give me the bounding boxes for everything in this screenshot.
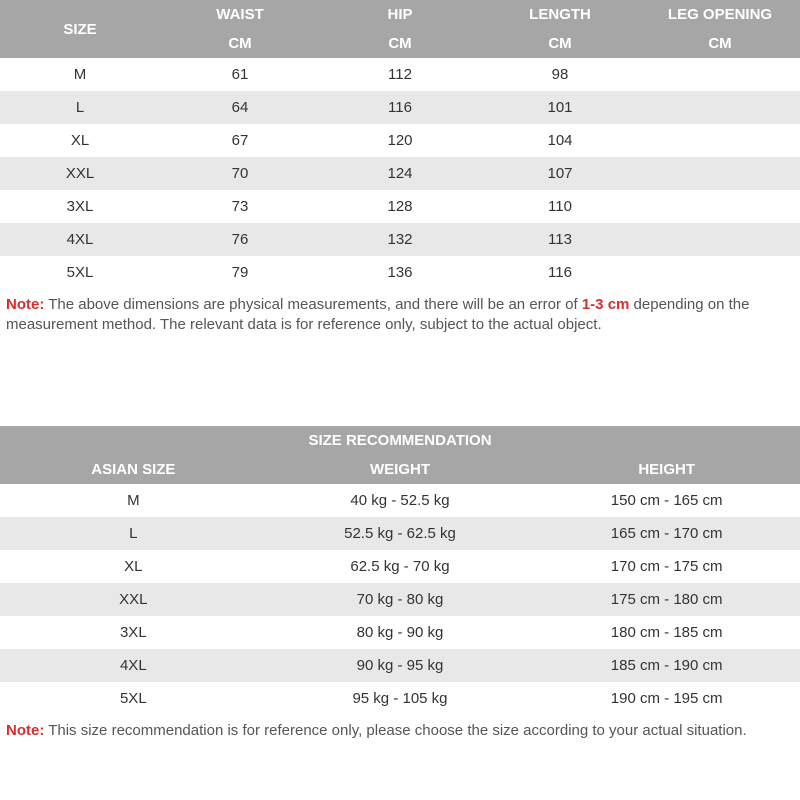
col-header-leg: LEG OPENING [640,0,800,29]
table-cell: 136 [320,256,480,289]
table-cell: 190 cm - 195 cm [533,682,800,715]
table-cell [640,190,800,223]
table-row: XL67120104 [0,124,800,157]
table-cell [640,223,800,256]
recommendation-title: SIZE RECOMMENDATION [0,426,800,455]
table-cell: M [0,484,267,517]
table-cell: 113 [480,223,640,256]
table-cell: 185 cm - 190 cm [533,649,800,682]
col-header-weight: WEIGHT [267,455,534,484]
table-cell: 40 kg - 52.5 kg [267,484,534,517]
table-cell: 175 cm - 180 cm [533,583,800,616]
table-row: L52.5 kg - 62.5 kg165 cm - 170 cm [0,517,800,550]
table-cell: XXL [0,583,267,616]
table-cell: 61 [160,58,320,91]
note-text-2: This size recommendation is for referenc… [44,722,746,739]
note-highlight: 1-3 cm [582,296,630,313]
table-cell: XL [0,550,267,583]
table-cell: 73 [160,190,320,223]
recommendation-table: SIZE RECOMMENDATION ASIAN SIZE WEIGHT HE… [0,426,800,715]
table-cell: 70 kg - 80 kg [267,583,534,616]
table-cell: 5XL [0,256,160,289]
table-cell: 4XL [0,223,160,256]
note-label-2: Note: [6,722,44,739]
table-cell [640,256,800,289]
table-cell: 132 [320,223,480,256]
table-cell: 79 [160,256,320,289]
table-cell: 150 cm - 165 cm [533,484,800,517]
table-cell: L [0,91,160,124]
table-row: XXL70124107 [0,157,800,190]
table-cell: 3XL [0,616,267,649]
note-label: Note: [6,296,44,313]
table-cell: 170 cm - 175 cm [533,550,800,583]
table-cell: 101 [480,91,640,124]
table-cell: 4XL [0,649,267,682]
table-row: 4XL90 kg - 95 kg185 cm - 190 cm [0,649,800,682]
table-cell: 5XL [0,682,267,715]
table-cell: 62.5 kg - 70 kg [267,550,534,583]
table-cell: 95 kg - 105 kg [267,682,534,715]
col-header-waist: WAIST [160,0,320,29]
table-row: 3XL80 kg - 90 kg180 cm - 185 cm [0,616,800,649]
col-header-length: LENGTH [480,0,640,29]
table-cell: 107 [480,157,640,190]
table-cell: 180 cm - 185 cm [533,616,800,649]
table-cell: XL [0,124,160,157]
recommendation-header-row: ASIAN SIZE WEIGHT HEIGHT [0,455,800,484]
table-cell: 80 kg - 90 kg [267,616,534,649]
table-row: M40 kg - 52.5 kg150 cm - 165 cm [0,484,800,517]
table-cell: 165 cm - 170 cm [533,517,800,550]
table-cell [640,91,800,124]
table-cell: 67 [160,124,320,157]
table-cell: 128 [320,190,480,223]
recommendation-note: Note: This size recommendation is for re… [0,715,800,741]
note-text-pre: The above dimensions are physical measur… [44,296,582,313]
table-row: L64116101 [0,91,800,124]
dimensions-section: SIZE WAIST HIP LENGTH LEG OPENING CM CM … [0,0,800,336]
table-row: 4XL76132113 [0,223,800,256]
col-header-asian: ASIAN SIZE [0,455,267,484]
table-cell: 110 [480,190,640,223]
table-row: M6111298 [0,58,800,91]
table-row: 5XL95 kg - 105 kg190 cm - 195 cm [0,682,800,715]
table-row: XXL70 kg - 80 kg175 cm - 180 cm [0,583,800,616]
table-cell: 76 [160,223,320,256]
table-cell [640,124,800,157]
table-cell: L [0,517,267,550]
table-cell [640,157,800,190]
table-cell: 98 [480,58,640,91]
dimensions-table: SIZE WAIST HIP LENGTH LEG OPENING CM CM … [0,0,800,289]
col-unit-hip: CM [320,29,480,58]
col-unit-waist: CM [160,29,320,58]
table-cell: 3XL [0,190,160,223]
recommendation-title-row: SIZE RECOMMENDATION [0,426,800,455]
dimensions-note: Note: The above dimensions are physical … [0,289,800,336]
table-cell: 116 [480,256,640,289]
table-cell: 90 kg - 95 kg [267,649,534,682]
table-cell: 52.5 kg - 62.5 kg [267,517,534,550]
table-row: 3XL73128110 [0,190,800,223]
col-unit-length: CM [480,29,640,58]
table-cell: 70 [160,157,320,190]
table-cell: 116 [320,91,480,124]
col-header-hip: HIP [320,0,480,29]
col-header-height: HEIGHT [533,455,800,484]
table-cell: XXL [0,157,160,190]
table-cell: 64 [160,91,320,124]
table-cell: 112 [320,58,480,91]
table-cell: 104 [480,124,640,157]
table-row: 5XL79136116 [0,256,800,289]
col-unit-leg: CM [640,29,800,58]
table-cell [640,58,800,91]
recommendation-section: SIZE RECOMMENDATION ASIAN SIZE WEIGHT HE… [0,426,800,741]
table-row: XL62.5 kg - 70 kg170 cm - 175 cm [0,550,800,583]
col-header-size: SIZE [0,0,160,58]
table-header-row-1: SIZE WAIST HIP LENGTH LEG OPENING [0,0,800,29]
table-cell: 124 [320,157,480,190]
table-cell: M [0,58,160,91]
section-gap [0,366,800,426]
table-cell: 120 [320,124,480,157]
